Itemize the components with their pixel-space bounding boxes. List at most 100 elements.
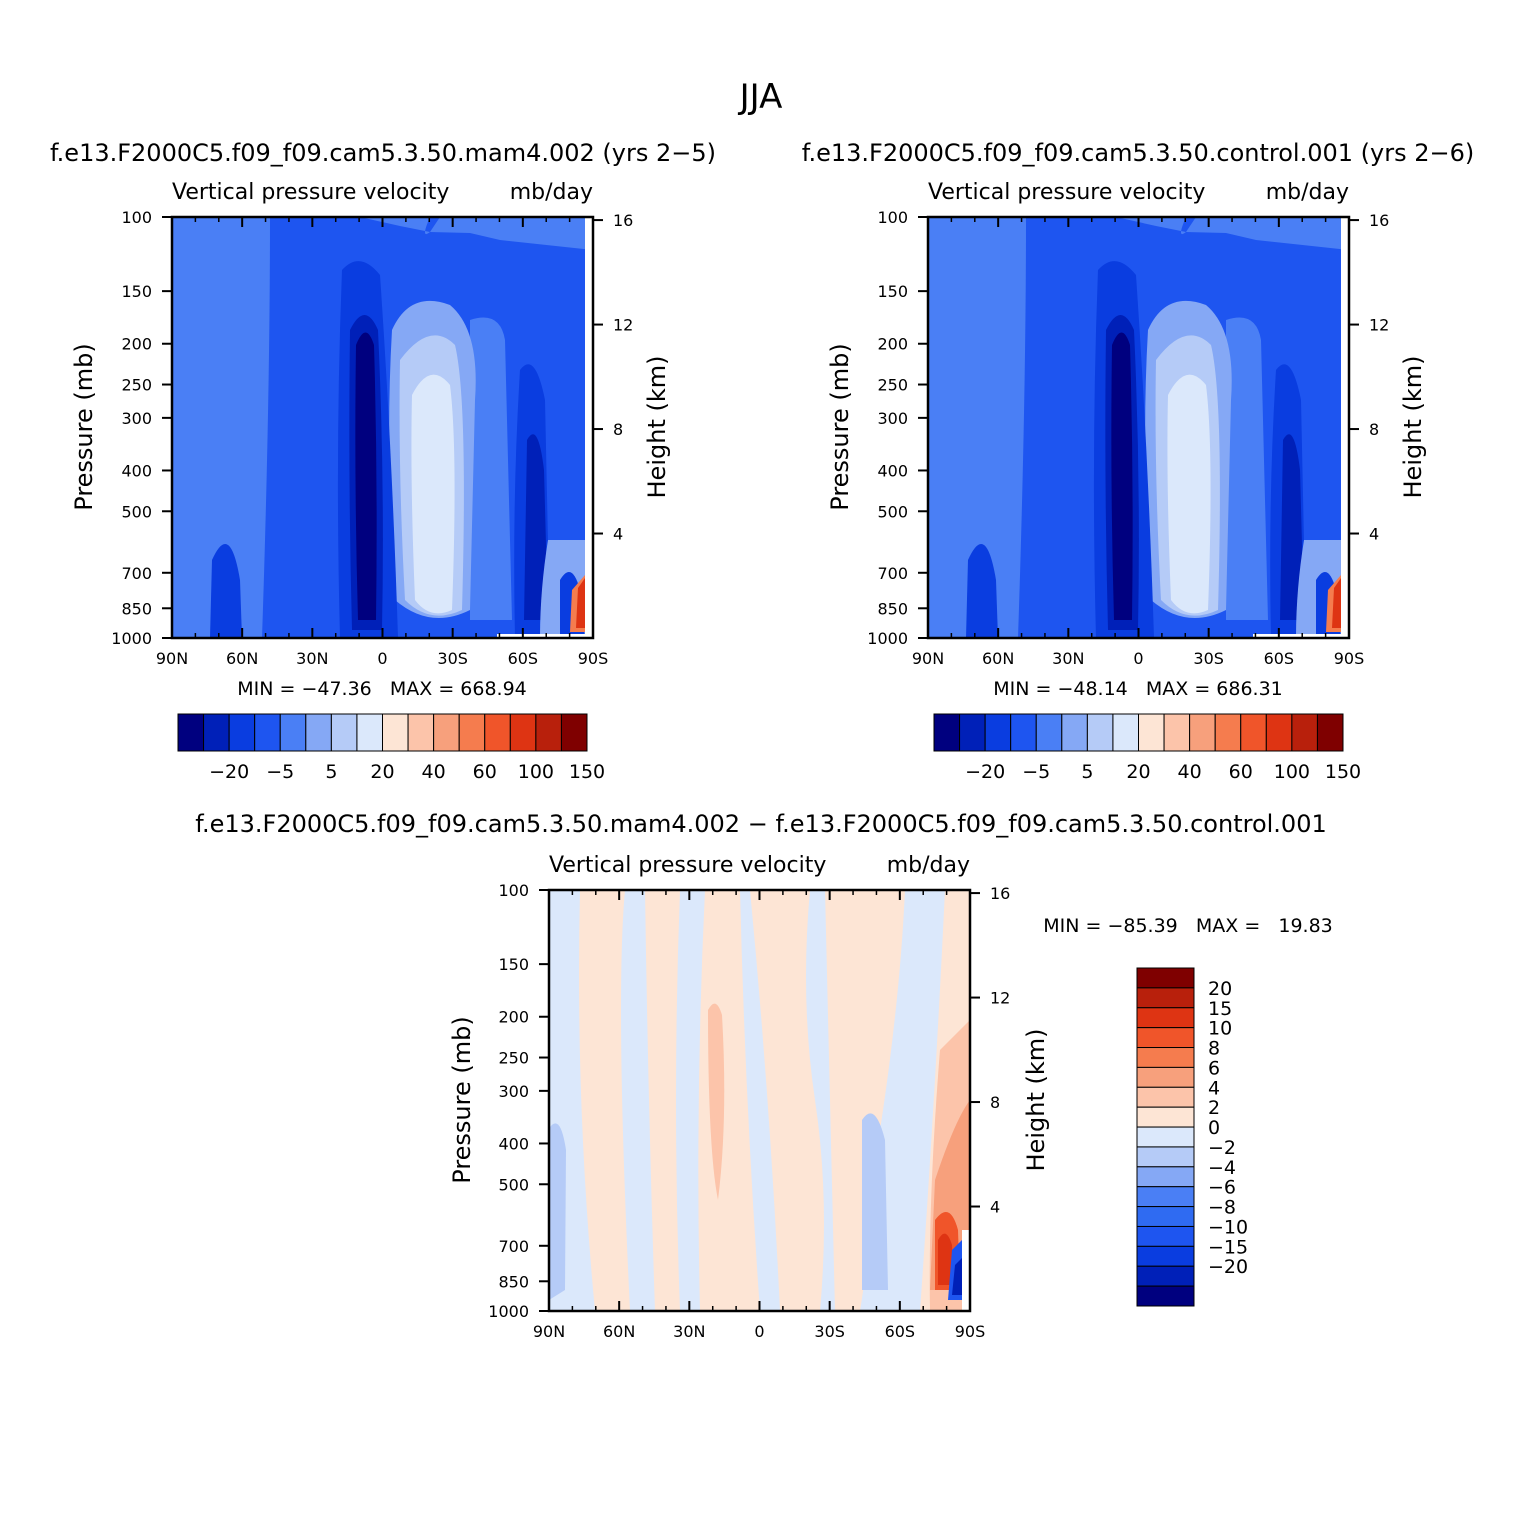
y-tick-label: 850 [877, 599, 908, 618]
y-tick-label: 400 [877, 461, 908, 480]
figure-title: JJA [738, 77, 783, 117]
colorbar-label: −15 [1208, 1236, 1248, 1258]
y-tick-label: 1000 [867, 629, 908, 648]
y-tick-label: 150 [877, 282, 908, 301]
y-tick-label: 200 [877, 335, 908, 354]
colorbar-box [330, 713, 358, 752]
colorbar-box [1112, 713, 1139, 752]
colorbar-box [984, 713, 1012, 752]
colorbar-box [484, 713, 511, 752]
x-tick-label: 60N [226, 649, 258, 668]
x-tick-label: 90S [578, 649, 609, 668]
colorbar-box [279, 713, 307, 752]
colorbar: −20 −5 5 20 40 60 100 150 [177, 713, 605, 783]
x-tick-label: 0 [377, 649, 387, 668]
x-tick-label: 90N [156, 649, 188, 668]
y-ticks: 100 150 200 250 300 400 500 700 850 1000 [488, 881, 549, 1321]
contour-band [938, 1233, 954, 1285]
contour-band [750, 890, 824, 1311]
colorbar-label: 60 [473, 761, 497, 783]
y-axis-label-right: Height (km) [643, 356, 671, 499]
y-right-tick-label: 8 [990, 1093, 1000, 1112]
colorbar-label: 20 [1126, 761, 1150, 783]
colorbar-box [560, 713, 588, 752]
colorbar-box [1163, 713, 1191, 752]
colorbar-box [1136, 1225, 1195, 1247]
colorbar-label: 20 [1208, 978, 1232, 1000]
colorbar-label: 150 [1325, 761, 1361, 783]
colorbar-box [203, 713, 230, 752]
colorbar-box [305, 713, 332, 752]
colorbar-box [1035, 713, 1063, 752]
x-tick-label: 60S [885, 1322, 916, 1341]
panel-subtitle-left: Vertical pressure velocity [928, 180, 1205, 205]
colorbar-box [1136, 1186, 1195, 1208]
y-tick-label: 100 [498, 881, 529, 900]
y-right-tick-label: 4 [990, 1198, 1000, 1217]
y-tick-label: 150 [498, 955, 529, 974]
colorbar-box [407, 713, 435, 752]
colorbar-label: 40 [1178, 761, 1202, 783]
colorbar-label: 5 [325, 761, 337, 783]
contour-band [698, 890, 760, 1311]
colorbar-box [433, 713, 460, 752]
contour-field [172, 217, 593, 638]
colorbar-label: −20 [965, 761, 1005, 783]
contour-band [576, 578, 585, 628]
colorbar-box [1136, 1007, 1195, 1029]
y-tick-label: 1000 [488, 1302, 529, 1321]
colorbar-box [1316, 713, 1344, 752]
x-tick-label: 30N [296, 649, 328, 668]
colorbar-label: 0 [1208, 1117, 1220, 1139]
colorbar-box [1240, 713, 1267, 752]
contour-band [1116, 217, 1349, 250]
y-tick-label: 500 [877, 502, 908, 521]
x-tick-label: 90S [1334, 649, 1365, 668]
y-right-tick-label: 16 [1369, 211, 1389, 230]
x-tick-label: 30N [1052, 649, 1084, 668]
x-tick-label: 30S [437, 649, 468, 668]
x-tick-label: 0 [1133, 649, 1143, 668]
y-ticks-right: 16 12 8 4 [593, 211, 633, 544]
y-tick-label: 200 [121, 335, 152, 354]
min-max-stats: MIN = −47.36 MAX = 668.94 [237, 678, 527, 700]
panel-subtitle-left: Vertical pressure velocity [172, 180, 449, 205]
x-tick-label: 0 [754, 1322, 764, 1341]
y-axis-label: Pressure (mb) [70, 343, 98, 510]
y-tick-label: 300 [877, 409, 908, 428]
panel-subtitle-left: Vertical pressure velocity [549, 853, 826, 878]
x-tick-label: 60N [982, 649, 1014, 668]
colorbar-box [1061, 713, 1088, 752]
colorbar-box [1136, 987, 1195, 1009]
colorbar-box [1265, 713, 1293, 752]
x-tick-label: 60N [603, 1322, 635, 1341]
colorbar-box [356, 713, 383, 752]
y-right-tick-label: 8 [1369, 420, 1379, 439]
y-right-tick-label: 16 [613, 211, 633, 230]
y-ticks: 100 150 200 250 300 400 500 700 850 1000 [111, 208, 172, 648]
y-tick-label: 700 [498, 1237, 529, 1256]
colorbar-label: 6 [1208, 1057, 1220, 1079]
colorbar-box [1138, 713, 1165, 752]
y-tick-label: 250 [121, 376, 152, 395]
y-right-tick-label: 4 [613, 525, 623, 544]
colorbar-box [1136, 967, 1195, 989]
contour-band [172, 217, 270, 638]
y-tick-label: 250 [877, 376, 908, 395]
colorbar-box [382, 713, 409, 752]
y-tick-label: 500 [498, 1175, 529, 1194]
y-tick-label: 700 [121, 564, 152, 583]
y-tick-label: 300 [498, 1082, 529, 1101]
contour-band [708, 1003, 725, 1200]
colorbar-label: 60 [1229, 761, 1253, 783]
min-max-stats: MIN = −48.14 MAX = 686.31 [993, 678, 1283, 700]
y-right-tick-label: 12 [1369, 316, 1389, 335]
colorbar-label: −20 [209, 761, 249, 783]
y-tick-label: 100 [121, 208, 152, 227]
contour-band [579, 890, 630, 1311]
colorbar-box [1136, 1027, 1195, 1049]
colorbar-box [535, 713, 562, 752]
x-tick-label: 90S [955, 1322, 986, 1341]
